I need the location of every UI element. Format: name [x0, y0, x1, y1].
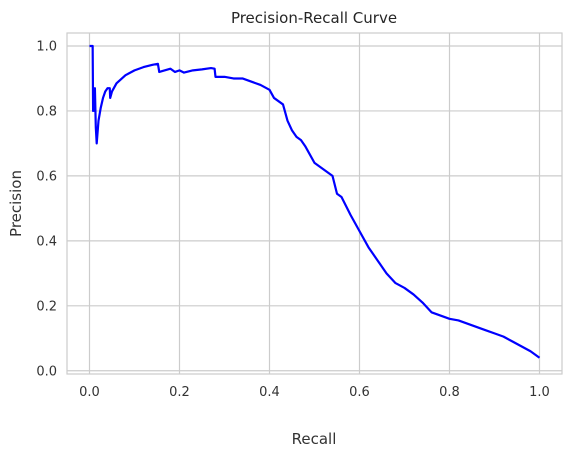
y-tick-label: 0.2 — [36, 299, 57, 314]
pr-curve-line — [89, 44, 541, 359]
x-axis-ticks: 0.0 0.2 0.4 0.6 0.8 1.0 — [79, 385, 550, 400]
plot-frame — [66, 32, 563, 375]
y-tick-label: 0.8 — [36, 104, 57, 119]
x-tick-label: 1.0 — [529, 385, 550, 400]
y-axis-label: Precision — [7, 170, 25, 237]
series-layer — [89, 44, 541, 359]
chart-title: Precision-Recall Curve — [231, 9, 397, 27]
x-tick-label: 0.0 — [79, 385, 100, 400]
y-tick-label: 0.6 — [36, 169, 57, 184]
y-tick-label: 1.0 — [36, 39, 57, 54]
y-tick-label: 0.0 — [36, 364, 57, 379]
x-axis-label: Recall — [292, 430, 337, 448]
x-tick-label: 0.8 — [439, 385, 460, 400]
x-tick-label: 0.2 — [169, 385, 190, 400]
x-tick-label: 0.6 — [349, 385, 370, 400]
grid — [67, 33, 562, 374]
y-axis-ticks: 0.0 0.2 0.4 0.6 0.8 1.0 — [36, 39, 57, 379]
y-tick-label: 0.4 — [36, 234, 57, 249]
x-tick-label: 0.4 — [259, 385, 280, 400]
